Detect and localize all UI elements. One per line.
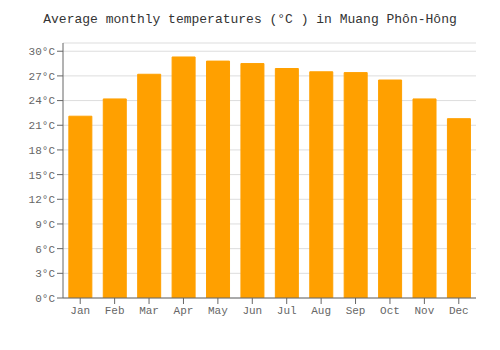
svg-text:Jun: Jun bbox=[242, 305, 262, 317]
svg-text:3°C: 3°C bbox=[35, 268, 55, 280]
html-text:Average monthly temperatures (: Average monthly temperatures (°C ) in Mu… bbox=[43, 12, 457, 27]
svg-text:21°C: 21°C bbox=[29, 120, 56, 132]
svg-text:15°C: 15°C bbox=[29, 170, 56, 182]
svg-text:Apr: Apr bbox=[174, 305, 194, 317]
svg-text:Jan: Jan bbox=[70, 305, 90, 317]
svg-text:Feb: Feb bbox=[105, 305, 125, 317]
svg-text:27°C: 27°C bbox=[29, 71, 56, 83]
svg-text:9°C: 9°C bbox=[35, 219, 55, 231]
svg-text:Sep: Sep bbox=[346, 305, 366, 317]
svg-text:30°C: 30°C bbox=[29, 46, 56, 58]
svg-text:Jul: Jul bbox=[277, 305, 297, 317]
svg-text:24°C: 24°C bbox=[29, 95, 56, 107]
svg-text:12°C: 12°C bbox=[29, 194, 56, 206]
svg-text:Nov: Nov bbox=[414, 305, 434, 317]
svg-text:18°C: 18°C bbox=[29, 145, 56, 157]
svg-text:Aug: Aug bbox=[311, 305, 331, 317]
svg-text:May: May bbox=[208, 305, 228, 317]
svg-text:6°C: 6°C bbox=[35, 244, 55, 256]
svg-text:Dec: Dec bbox=[449, 305, 469, 317]
svg-text:Oct: Oct bbox=[380, 305, 400, 317]
svg-text:0°C: 0°C bbox=[35, 293, 55, 305]
svg-text:Mar: Mar bbox=[139, 305, 159, 317]
